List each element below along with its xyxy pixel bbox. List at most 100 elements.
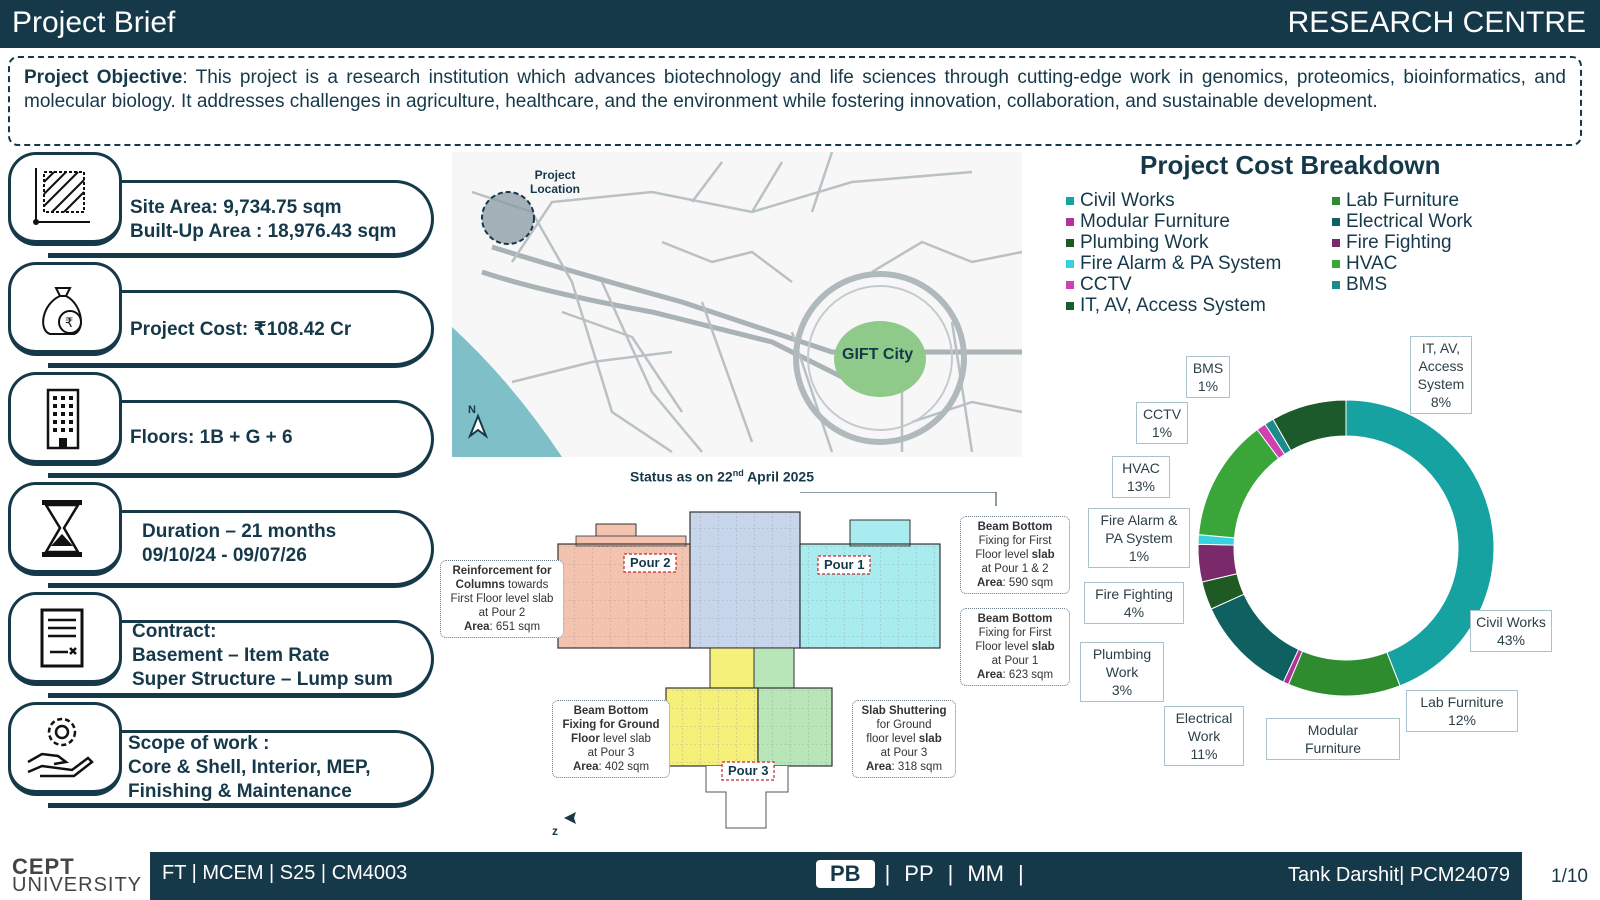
data-label-civil-works: Civil Works 43% [1470, 610, 1552, 652]
data-label-lab-furniture: Lab Furniture 12% [1406, 690, 1518, 732]
legend-label: Fire Fighting [1346, 232, 1452, 253]
cost-legend-column-2: Lab Furniture Electrical Work Fire Fightin… [1332, 190, 1472, 295]
card-icon-frame [8, 372, 122, 466]
legend-swatch [1066, 196, 1074, 205]
card-icon-frame [8, 262, 122, 356]
legend-label: Modular Furniture [1080, 211, 1230, 232]
hourglass-icon [42, 500, 82, 557]
money-bag-icon: ₹ [42, 287, 82, 335]
objective-text: : This project is a research institution… [24, 67, 1566, 112]
legend-label: BMS [1346, 274, 1388, 295]
contract-superstructure-text: Super Structure – Lump sum [132, 669, 393, 690]
cost-legend-column-1: Civil Works Modular Furniture Plumbing Wor… [1066, 190, 1281, 316]
north-label: N [468, 404, 476, 416]
status-title-post: April 2025 [743, 468, 814, 485]
project-title: RESEARCH CENTRE [1287, 6, 1586, 39]
data-label-modular-furniture: Modular Furniture [1266, 718, 1400, 760]
page-number: 1/10 [1551, 866, 1588, 887]
legend-swatch [1066, 238, 1074, 247]
floors-text: Floors: 1B + G + 6 [130, 427, 293, 448]
scope-line-2: Finishing & Maintenance [128, 781, 352, 802]
page-title: Project Brief [12, 6, 176, 39]
legend-label: Civil Works [1080, 190, 1175, 211]
course-info: FT | MCEM | S25 | CM4003 [162, 862, 408, 884]
duration-dates-text: 09/10/24 - 09/07/26 [142, 545, 307, 566]
contract-basement-text: Basement – Item Rate [132, 645, 330, 666]
legend-swatch [1332, 196, 1340, 205]
note-reinforcement-columns: Reinforcement for Columns towards First … [440, 560, 564, 638]
pour-2-label: Pour 2 [630, 555, 671, 570]
donut-slice-lab-furniture [1287, 650, 1401, 697]
orientation-arrow-icon [564, 812, 576, 824]
cost-breakdown-title: Project Cost Breakdown [1140, 150, 1441, 180]
project-cost-card: ₹ Project Cost: ₹108.42 Cr [8, 262, 434, 368]
legend-label: Plumbing Work [1080, 232, 1209, 253]
legend-item: Modular Furniture [1066, 211, 1281, 232]
footer-bar: FT | MCEM | S25 | CM4003 PB | PP | MM | Tank … [150, 852, 1522, 900]
donut-slice-hvac [1198, 428, 1280, 539]
cost-donut-chart [1197, 399, 1495, 697]
objective-label: Project Objective [24, 67, 183, 88]
note-beam-pour-1-2: Beam Bottom Fixing for First Floor level… [960, 516, 1070, 594]
card-icon-frame [8, 702, 122, 796]
legend-label: HVAC [1346, 253, 1398, 274]
legend-item: BMS [1332, 274, 1472, 295]
gear-hand-icon [27, 717, 94, 778]
legend-swatch [1332, 280, 1340, 289]
donut-slice-electrical-work [1210, 593, 1300, 683]
legend-label: Electrical Work [1346, 211, 1473, 232]
map-drawing [452, 152, 1022, 457]
pour-1-label: Pour 1 [824, 557, 865, 572]
legend-label: Lab Furniture [1346, 190, 1460, 211]
roundabout-ring [793, 271, 967, 445]
legend-item: IT, AV, Access System [1066, 295, 1281, 316]
legend-swatch [1332, 238, 1340, 247]
author-info: Tank Darshit| PCM24079 [1288, 864, 1510, 886]
tab-mm[interactable]: MM [967, 861, 1005, 886]
legend-item: Civil Works [1066, 190, 1281, 211]
card-icon-frame [8, 592, 122, 686]
scope-label: Scope of work : [128, 733, 270, 754]
status-title-sup: nd [732, 468, 744, 478]
legend-item: Lab Furniture [1332, 190, 1472, 211]
legend-item: CCTV [1066, 274, 1281, 295]
data-label-cctv: CCTV 1% [1136, 402, 1188, 444]
data-label-bms: BMS 1% [1186, 356, 1230, 398]
gift-city-label: GIFT City [842, 346, 914, 363]
tab-pp[interactable]: PP [904, 861, 934, 886]
site-area-card: Site Area: 9,734.75 sqm Built-Up Area : … [8, 152, 434, 258]
data-label-plumbing-work: Plumbing Work 3% [1080, 642, 1164, 702]
project-cost-text: Project Cost: ₹108.42 Cr [130, 319, 352, 340]
contract-card: Contract: Basement – Item Rate Super Str… [8, 592, 434, 698]
legend-label: IT, AV, Access System [1080, 295, 1266, 316]
legend-item: Plumbing Work [1066, 232, 1281, 253]
pour-3-label: Pour 3 [728, 763, 769, 778]
legend-item: Fire Alarm & PA System [1066, 253, 1281, 274]
legend-label: Fire Alarm & PA System [1080, 253, 1282, 274]
legend-swatch [1332, 259, 1340, 268]
card-icon-frame [8, 152, 122, 246]
legend-swatch [1066, 301, 1074, 310]
site-location-map: Project Location GIFT City N [452, 152, 1022, 457]
donut-slice-civil-works [1345, 399, 1495, 687]
z-label: z [552, 824, 558, 838]
north-arrow-icon [467, 413, 489, 439]
project-location-label-2: Location [530, 182, 580, 196]
legend-item: HVAC [1332, 253, 1472, 274]
contract-label: Contract: [132, 621, 217, 642]
note-beam-pour-1: Beam Bottom Fixing for First Floor level… [960, 608, 1070, 686]
scope-card: Scope of work : Core & Shell, Interior, … [8, 702, 434, 808]
tab-pb[interactable]: PB [816, 860, 875, 888]
legend-item: Electrical Work [1332, 211, 1472, 232]
built-up-area-text: Built-Up Area : 18,976.43 sqm [130, 221, 397, 242]
floors-card: Floors: 1B + G + 6 [8, 372, 434, 478]
status-title: Status as on 22nd April 2025 [630, 468, 814, 485]
building-icon [46, 388, 80, 450]
note-slab-shuttering-pour-3: Slab Shuttering for Ground floor level s… [852, 700, 956, 778]
svg-text:₹: ₹ [65, 316, 73, 331]
data-label-it-av-access: IT, AV, Access System 8% [1410, 336, 1472, 414]
section-tabs: PB | PP | MM | [816, 860, 1024, 888]
header-bar: Project Brief RESEARCH CENTRE [0, 0, 1600, 48]
project-objective: Project Objective: This project is a res… [8, 56, 1582, 146]
duration-card: Duration – 21 months 09/10/24 - 09/07/26 [8, 482, 434, 588]
